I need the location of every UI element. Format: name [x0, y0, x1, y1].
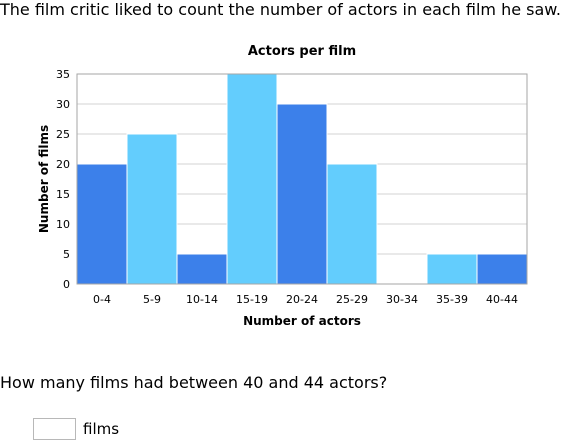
x-tick-label: 10-14 — [186, 293, 218, 306]
plot-frame — [76, 73, 528, 285]
histogram-chart: Actors per film 0 5 10 15 20 25 30 35 0-4 5-9 10-… — [37, 44, 528, 328]
answer-input[interactable] — [33, 418, 76, 440]
y-tick-labels: 0 5 10 15 20 25 30 35 — [56, 68, 70, 291]
y-tick-label: 25 — [56, 128, 70, 141]
bar-10-14 — [176, 253, 228, 285]
bar-25-29 — [326, 163, 378, 285]
bar-35-39 — [426, 253, 478, 285]
answer-unit-label: films — [83, 420, 120, 438]
problem-intro: The film critic liked to count the numbe… — [0, 0, 562, 19]
bars — [76, 73, 528, 285]
bar-0-4 — [76, 163, 128, 285]
question-text: How many films had between 40 and 44 act… — [0, 373, 388, 392]
y-tick-label: 5 — [63, 248, 70, 261]
y-tick-label: 10 — [56, 218, 70, 231]
y-tick-label: 20 — [56, 158, 70, 171]
y-tick-label: 30 — [56, 98, 70, 111]
x-tick-label: 15-19 — [236, 293, 268, 306]
x-tick-label: 35-39 — [436, 293, 468, 306]
x-tick-label: 30-34 — [386, 293, 418, 306]
bar-20-24 — [276, 103, 328, 285]
x-tick-label: 0-4 — [93, 293, 111, 306]
answer-row: films — [33, 417, 119, 441]
y-axis-label: Number of films — [37, 125, 51, 233]
bar-5-9 — [126, 133, 178, 285]
x-tick-label: 25-29 — [336, 293, 368, 306]
x-tick-label: 20-24 — [286, 293, 318, 306]
y-tick-label: 15 — [56, 188, 70, 201]
x-tick-labels: 0-4 5-9 10-14 15-19 20-24 25-29 30-34 35-39 40-4… — [93, 293, 518, 306]
y-tick-label: 35 — [56, 68, 70, 81]
x-axis-label: Number of actors — [243, 314, 361, 328]
x-tick-label: 40-44 — [486, 293, 518, 306]
y-tick-label: 0 — [63, 278, 70, 291]
bar-15-19 — [226, 73, 278, 285]
bar-40-44 — [476, 253, 528, 285]
chart-title: Actors per film — [248, 44, 356, 59]
x-tick-label: 5-9 — [143, 293, 161, 306]
